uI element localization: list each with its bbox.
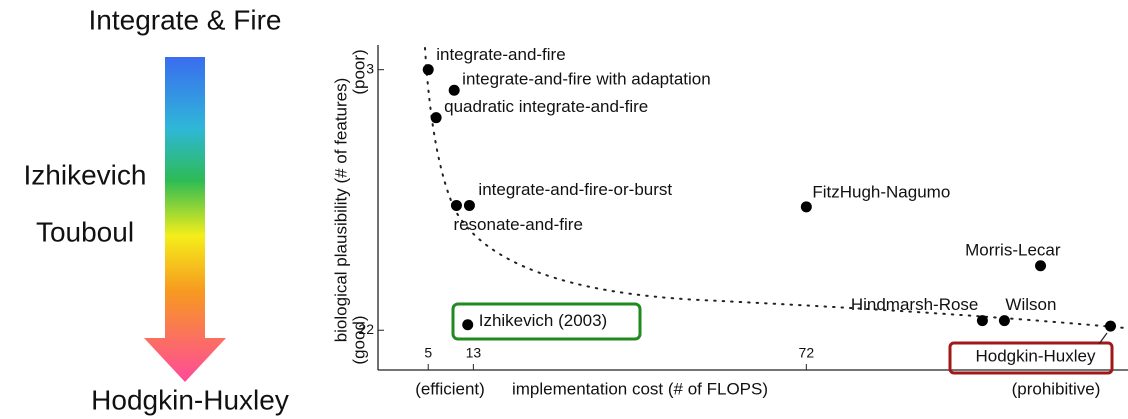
point <box>998 315 1010 327</box>
point <box>1035 260 1047 272</box>
sidebar-bottom: Hodgkin-Huxley <box>91 384 289 415</box>
point-label: Hodgkin-Huxley <box>976 347 1096 366</box>
x-end-label: (prohibitive) <box>1012 379 1101 398</box>
x-end-label: (efficient) <box>415 379 485 398</box>
point-label: Izhikevich (2003) <box>479 311 608 330</box>
point <box>430 112 442 124</box>
x-tick-label: 5 <box>424 345 432 361</box>
x-tick-label: 13 <box>466 345 482 361</box>
sidebar-label: Izhikevich <box>24 159 147 190</box>
point <box>463 199 475 211</box>
point <box>448 84 460 96</box>
y-end-label: (poor) <box>349 49 368 94</box>
highlight-box <box>451 302 642 341</box>
point-label: FitzHugh-Nagumo <box>812 182 950 201</box>
sidebar-top: Integrate & Fire <box>89 4 282 35</box>
trend-curve <box>424 47 1126 329</box>
y-axis-label: biological plausibility (# of features) <box>331 78 350 343</box>
point-label: Morris-Lecar <box>965 240 1061 259</box>
y-end-label: (good) <box>349 315 368 364</box>
x-axis-label: implementation cost (# of FLOPS) <box>512 379 768 398</box>
y-tick-label: 3 <box>366 60 374 76</box>
point-label: Hindmarsh-Rose <box>851 295 979 314</box>
point-label: integrate-and-fire-or-burst <box>478 180 672 199</box>
point <box>422 64 434 76</box>
point-label: integrate-and-fire with adaptation <box>462 70 711 89</box>
highlight-box <box>948 341 1114 375</box>
point <box>976 315 988 327</box>
point-label: quadratic integrate-and-fire <box>444 97 648 116</box>
point-label: Wilson <box>1005 295 1056 314</box>
gradient-arrow <box>144 57 226 382</box>
point-label: resonate-and-fire <box>453 215 582 234</box>
point <box>800 201 812 213</box>
sidebar: Integrate & Fire Izhikevich Touboul Hodg… <box>24 4 289 415</box>
y-tick-label: 22 <box>358 321 374 337</box>
sidebar-label: Touboul <box>36 216 134 247</box>
point-label: integrate-and-fire <box>436 45 565 64</box>
point <box>1105 320 1117 332</box>
point <box>450 199 462 211</box>
x-tick-label: 72 <box>799 345 815 361</box>
point <box>462 319 474 331</box>
pointer <box>1098 332 1108 345</box>
